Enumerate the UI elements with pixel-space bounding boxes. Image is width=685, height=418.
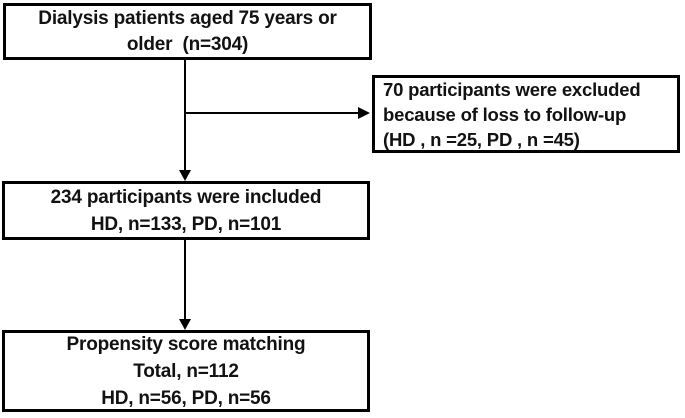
box-excluded-participants: 70 participants were excluded because of… xyxy=(372,75,680,153)
box-dialysis-patients: Dialysis patients aged 75 years or older… xyxy=(3,3,372,60)
arrowhead-down-icon xyxy=(179,170,191,181)
box-propensity-matching: Propensity score matching Total, n=112 H… xyxy=(2,330,370,412)
box-text-line: because of loss to follow-up xyxy=(383,103,627,125)
box-text-line: (HD , n =25, PD , n =45) xyxy=(383,128,580,150)
box-text-line: older (n=304) xyxy=(126,33,249,55)
box-included-participants: 234 participants were included HD, n=133… xyxy=(2,181,370,240)
arrowhead-down-icon xyxy=(179,319,191,330)
box-text-line: HD, n=133, PD, n=101 xyxy=(90,213,282,235)
box-text-line: 234 participants were included xyxy=(50,186,322,208)
arrowhead-right-icon xyxy=(358,107,370,119)
box-text-line: Dialysis patients aged 75 years or xyxy=(38,7,337,29)
box-text-line: Total, n=112 xyxy=(133,360,239,382)
box-text-line: HD, n=56, PD, n=56 xyxy=(101,387,271,409)
box-text-line: Propensity score matching xyxy=(66,333,306,355)
box-text-line: 70 participants were excluded xyxy=(383,78,641,100)
